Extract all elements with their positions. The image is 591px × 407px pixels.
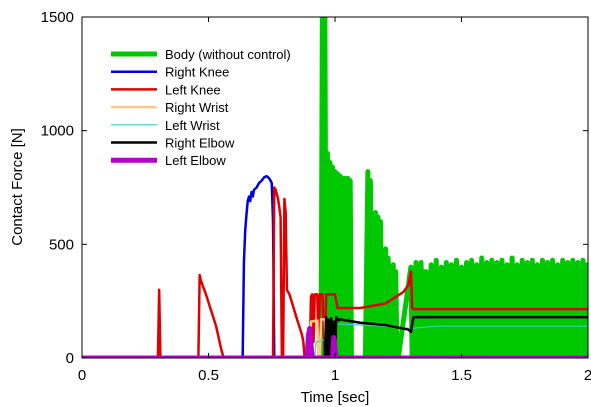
series-layer xyxy=(82,17,588,358)
y-axis-title: Contact Force [N] xyxy=(9,128,26,246)
legend-label: Left Elbow xyxy=(165,153,226,168)
x-axis-title: Time [sec] xyxy=(301,389,370,406)
series-line-left-knee xyxy=(82,186,588,358)
legend-label: Left Knee xyxy=(165,82,221,97)
x-tick-label: 2 xyxy=(584,367,591,384)
x-tick-label: 0.5 xyxy=(198,367,219,384)
legend-label: Right Elbow xyxy=(165,136,235,151)
axis-ticks: 0 0.5 1 1.5 2 0 500 1000 1500 xyxy=(41,9,591,384)
y-tick-label: 0 xyxy=(66,350,74,367)
series-line-right-knee xyxy=(82,174,588,358)
x-tick-label: 0 xyxy=(78,367,86,384)
legend-label: Body (without control) xyxy=(165,47,291,62)
x-tick-label: 1.5 xyxy=(451,367,472,384)
y-tick-label: 1500 xyxy=(41,9,74,26)
series-line-left-elbow xyxy=(82,325,588,358)
legend-label: Right Wrist xyxy=(165,100,229,115)
legend-label: Left Wrist xyxy=(165,118,220,133)
x-tick-label: 1 xyxy=(331,367,339,384)
legend: Body (without control) Right Knee Left Kne… xyxy=(111,47,291,168)
legend-label: Right Knee xyxy=(165,65,229,80)
y-tick-label: 500 xyxy=(49,236,74,253)
y-tick-label: 1000 xyxy=(41,123,74,140)
